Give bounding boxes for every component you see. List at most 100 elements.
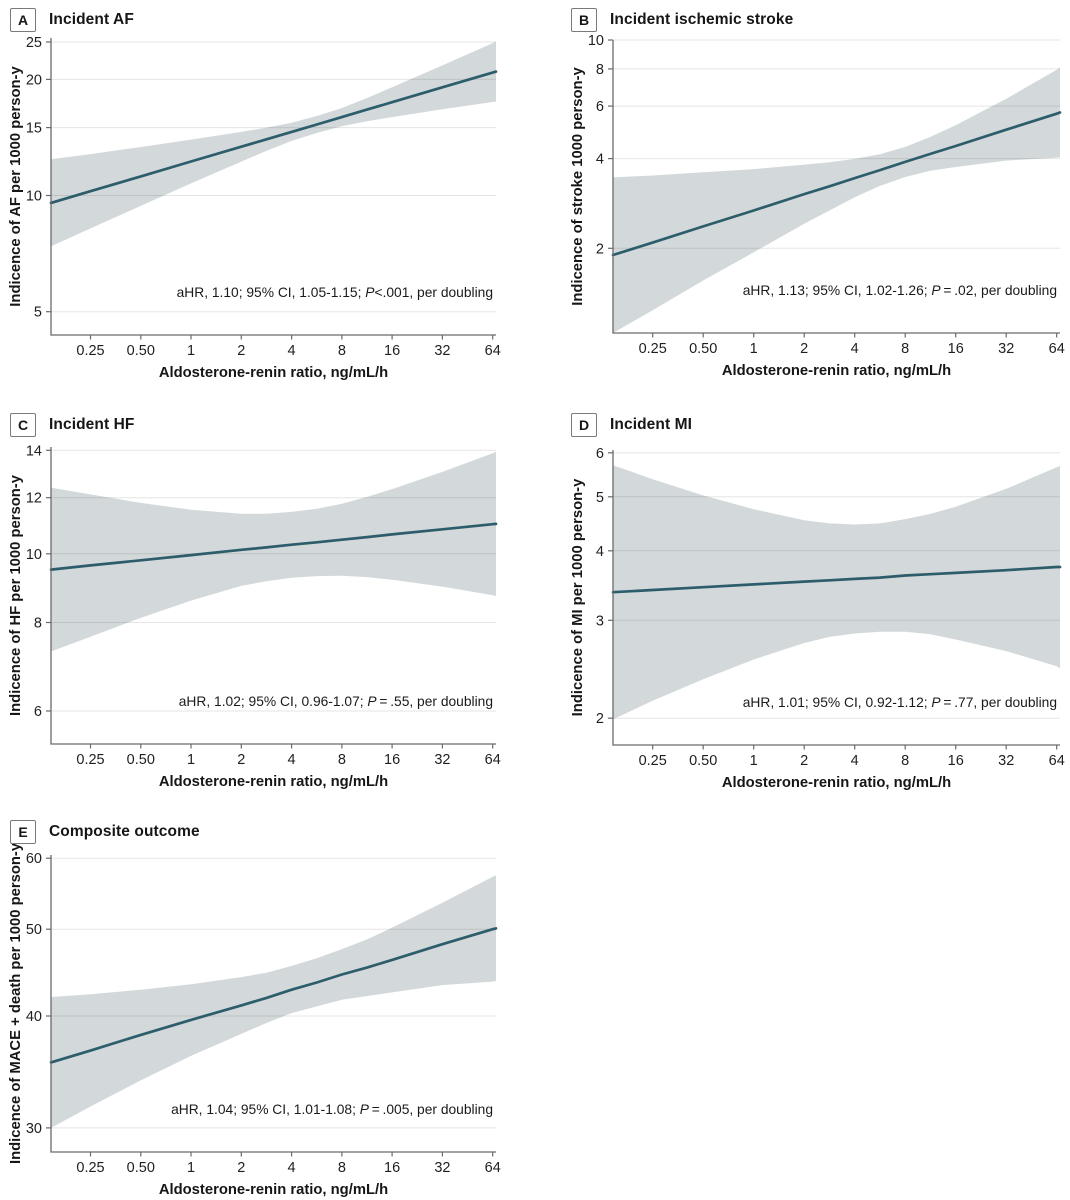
panel-header: A Incident AF: [10, 8, 134, 32]
panel-header: C Incident HF: [10, 413, 135, 437]
panel-letter-badge: E: [10, 820, 36, 844]
x-tick-label: 1: [187, 343, 195, 359]
incident-stroke-plot: 2 4 6 8 10 0.25 0.50 1 2 4 8 16 32 64 Aldosterone-reni…: [570, 33, 1065, 379]
x-tick-label: 0.50: [127, 343, 155, 359]
x-tick-label: 4: [851, 753, 859, 769]
y-axis-title: Indicence of AF per 1000 person-y: [8, 66, 24, 307]
panel-header: D Incident MI: [571, 413, 692, 437]
x-tick-label: 1: [187, 752, 195, 768]
panel-incident-hf: C Incident HF 6 8 10 12 14 0.25 0.50 1 2 4 8 16 32 64…: [0, 400, 535, 800]
incident-mi-plot: 2 3 4 5 6 0.25 0.50 1 2 4 8 16 32 64 Aldosterone-renin…: [570, 446, 1065, 791]
x-tick-label: 16: [384, 343, 400, 359]
x-tick-label: 0.50: [127, 1160, 155, 1176]
panel-letter-badge: D: [571, 413, 597, 437]
axis-frame: [50, 447, 496, 745]
panel-letter-badge: A: [10, 8, 36, 32]
x-tick-label: 0.25: [76, 1160, 104, 1176]
axis-frame: [612, 450, 1060, 746]
x-tick-label: 16: [948, 753, 964, 769]
y-tick-label: 20: [26, 72, 42, 88]
x-tick-label: 1: [187, 1160, 195, 1176]
x-tick-label: 64: [485, 1160, 501, 1176]
y-axis-title: Indicence of stroke 1000 person-y: [570, 66, 586, 305]
panel-title: Incident MI: [610, 416, 693, 433]
y-tick-label: 30: [26, 1121, 42, 1137]
panel-title: Incident ischemic stroke: [610, 11, 794, 28]
panel-header: E Composite outcome: [10, 820, 200, 844]
y-tick-label: 2: [596, 711, 604, 727]
panel-header: B Incident ischemic stroke: [571, 8, 793, 32]
x-tick-label: 8: [338, 1160, 346, 1176]
x-tick-label: 2: [237, 752, 245, 768]
y-tick-label: 50: [26, 922, 42, 938]
y-tick-label: 8: [34, 616, 42, 632]
x-tick-label: 8: [901, 341, 909, 357]
hazard-ratio-annotation: aHR, 1.04; 95% CI, 1.01-1.08; P = .005, …: [171, 1102, 493, 1117]
panel-letter-badge: C: [10, 413, 36, 437]
panel-incident-ischemic-stroke: B Incident ischemic stroke 2 4 6 8 10 0.25 0.5…: [535, 0, 1070, 400]
panel-title: Incident AF: [49, 11, 134, 28]
y-tick-label: 12: [26, 491, 42, 507]
y-axis-title: Indicence of HF per 1000 person-y: [8, 474, 24, 716]
trend-line: [49, 927, 498, 1064]
x-tick-label: 2: [237, 1160, 245, 1176]
panel-incident-af: A Incident AF 5 10 15 20 25 0.25 0.50 1 2 4 8 16 32 6…: [0, 0, 535, 400]
panel-title: Composite outcome: [49, 823, 200, 840]
y-tick-label: 60: [26, 851, 42, 867]
y-tick-label: 14: [26, 443, 42, 459]
x-tick-label: 16: [948, 341, 964, 357]
axis-frame: [50, 38, 496, 336]
x-tick-label: 32: [434, 1160, 450, 1176]
confidence-band: [51, 451, 496, 652]
x-tick-label: 2: [237, 343, 245, 359]
axis-frame: [612, 40, 1060, 334]
x-tick-label: 8: [901, 753, 909, 769]
y-tick-label: 5: [596, 490, 604, 506]
y-tick-label: 4: [596, 152, 604, 168]
incident-af-plot: 5 10 15 20 25 0.25 0.50 1 2 4 8 16 32 64 Aldosterone-r…: [8, 35, 501, 381]
y-tick-label: 2: [596, 241, 604, 257]
confidence-band: [613, 465, 1060, 720]
confidence-band: [51, 875, 496, 1128]
y-tick-label: 10: [26, 189, 42, 205]
axis-frame: [50, 855, 496, 1153]
x-tick-label: 32: [998, 341, 1014, 357]
panel-incident-mi: D Incident MI 2 3 4 5 6 0.25 0.50 1 2 4 8 16 32 64 Ald…: [535, 400, 1070, 800]
x-tick-label: 4: [288, 1160, 296, 1176]
x-tick-label: 32: [434, 752, 450, 768]
x-axis-title: Aldosterone-renin ratio, ng/mL/h: [159, 1182, 388, 1198]
x-tick-label: 4: [851, 341, 859, 357]
confidence-band: [613, 67, 1060, 333]
x-tick-label: 0.50: [127, 752, 155, 768]
y-tick-label: 8: [596, 62, 604, 78]
x-tick-label: 64: [485, 343, 501, 359]
x-tick-label: 0.25: [639, 341, 667, 357]
hazard-ratio-annotation: aHR, 1.01; 95% CI, 0.92-1.12; P = .77, p…: [743, 695, 1057, 710]
x-tick-label: 4: [288, 752, 296, 768]
x-tick-label: 4: [288, 343, 296, 359]
confidence-band: [51, 41, 496, 247]
x-tick-label: 1: [750, 753, 758, 769]
x-tick-label: 2: [800, 753, 808, 769]
trend-line: [49, 70, 498, 205]
y-tick-label: 4: [596, 544, 604, 560]
y-tick-label: 40: [26, 1009, 42, 1025]
x-tick-label: 0.25: [76, 343, 104, 359]
x-tick-label: 2: [800, 341, 808, 357]
x-tick-label: 64: [1049, 341, 1065, 357]
x-tick-label: 0.25: [76, 752, 104, 768]
panel-composite-outcome: E Composite outcome 30 40 50 60 0.25 0.50 1 2 4 8…: [0, 800, 535, 1200]
x-tick-label: 16: [384, 752, 400, 768]
y-tick-label: 6: [34, 704, 42, 720]
x-tick-label: 64: [1049, 753, 1065, 769]
y-tick-label: 10: [588, 33, 604, 49]
trend-line: [49, 522, 498, 571]
x-tick-label: 8: [338, 752, 346, 768]
hazard-ratio-annotation: aHR, 1.10; 95% CI, 1.05-1.15; P<.001, pe…: [177, 285, 493, 300]
y-tick-label: 15: [26, 121, 42, 137]
y-tick-label: 6: [596, 99, 604, 115]
x-tick-label: 64: [485, 752, 501, 768]
x-axis-title: Aldosterone-renin ratio, ng/mL/h: [722, 775, 951, 791]
y-axis-title: Indicence of MACE + death per 1000 perso…: [8, 842, 24, 1164]
